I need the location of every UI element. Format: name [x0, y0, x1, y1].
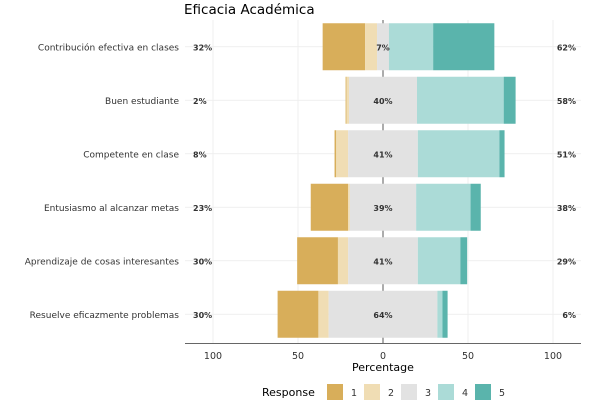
bar-segment	[348, 130, 418, 178]
bar-segment	[388, 23, 434, 71]
label-positive-pct: 6%	[562, 311, 576, 320]
legend-key	[401, 384, 417, 400]
legend-label: 3	[425, 388, 431, 399]
legend-label: 2	[388, 388, 394, 399]
label-negative-pct: 32%	[193, 43, 212, 52]
category-labels: Contribución efectiva en clases Buen estu…	[25, 42, 180, 321]
label-negative-pct: 30%	[193, 257, 212, 266]
x-tick-label: 50	[292, 351, 304, 362]
label-positive-pct: 58%	[557, 97, 576, 106]
category-label: Resuelve eficazmente problemas	[30, 311, 180, 321]
label-negative-pct: 8%	[193, 150, 207, 159]
legend-key	[327, 384, 343, 400]
category-label: Entusiasmo al alcanzar metas	[44, 204, 179, 214]
label-neutral-pct: 39%	[373, 204, 392, 213]
bar-segment	[437, 290, 443, 338]
bar-segment	[365, 23, 378, 71]
label-positive-pct: 62%	[557, 43, 576, 52]
label-negative-pct: 30%	[193, 311, 212, 320]
label-positive-pct: 51%	[557, 150, 576, 159]
bar-segment	[337, 237, 349, 285]
label-neutral-pct: 40%	[373, 97, 392, 106]
label-negative-pct: 2%	[193, 97, 207, 106]
bar-segment	[349, 76, 417, 124]
legend-key	[475, 384, 491, 400]
category-label: Competente en clase	[83, 150, 179, 160]
bar-segment	[322, 23, 366, 71]
bar-segment	[499, 130, 505, 178]
bar-segment	[417, 76, 504, 124]
bar-segment	[345, 76, 347, 124]
category-label: Contribución efectiva en clases	[38, 42, 179, 53]
label-neutral-pct: 64%	[373, 311, 392, 320]
x-tick-label: 0	[380, 351, 386, 362]
label-positive-pct: 38%	[557, 204, 576, 213]
x-tick-label: 100	[544, 351, 562, 362]
x-axis-label: Percentage	[352, 361, 414, 374]
bar-segment	[346, 76, 349, 124]
legend: Response 1 2 3 4 5	[262, 384, 505, 400]
legend-title: Response	[262, 386, 315, 399]
label-negative-pct: 23%	[193, 204, 212, 213]
chart-title: Eficacia Académica	[184, 2, 315, 18]
legend-key	[364, 384, 380, 400]
bar-segment	[334, 130, 337, 178]
bar-segment	[328, 290, 438, 338]
bar-segment	[318, 290, 329, 338]
bar-segment	[417, 237, 461, 285]
x-tick-labels: 100 50 0 50 100	[204, 351, 562, 362]
bars	[277, 23, 516, 338]
bar-segment	[297, 237, 338, 285]
bar-segment	[277, 290, 319, 338]
bar-segment	[348, 183, 350, 231]
category-label: Aprendizaje de cosas interesantes	[25, 257, 180, 267]
x-tick-label: 100	[204, 351, 222, 362]
legend-label: 4	[462, 388, 468, 399]
bar-segment	[348, 237, 418, 285]
bar-segment	[349, 183, 417, 231]
bar-segment	[310, 183, 349, 231]
bar-segment	[503, 76, 516, 124]
category-label: Buen estudiante	[105, 97, 179, 107]
value-labels: 32% 7% 62% 2% 40% 58% 8% 41% 51% 23% 39% 38% 30% 41% 2…	[193, 43, 576, 320]
bar-segment	[416, 183, 471, 231]
label-neutral-pct: 41%	[373, 150, 392, 159]
bar-segment	[460, 237, 468, 285]
bar-segment	[442, 290, 448, 338]
bar-segment	[470, 183, 481, 231]
label-positive-pct: 29%	[557, 257, 576, 266]
bar-segment	[377, 23, 389, 71]
legend-label: 1	[351, 388, 357, 399]
legend-label: 5	[499, 388, 505, 399]
bar-segment	[417, 130, 500, 178]
legend-key	[438, 384, 454, 400]
bar-segment	[433, 23, 495, 71]
bar-segment	[336, 130, 349, 178]
label-neutral-pct: 7%	[376, 43, 390, 52]
label-neutral-pct: 41%	[373, 257, 392, 266]
x-tick-label: 50	[462, 351, 474, 362]
